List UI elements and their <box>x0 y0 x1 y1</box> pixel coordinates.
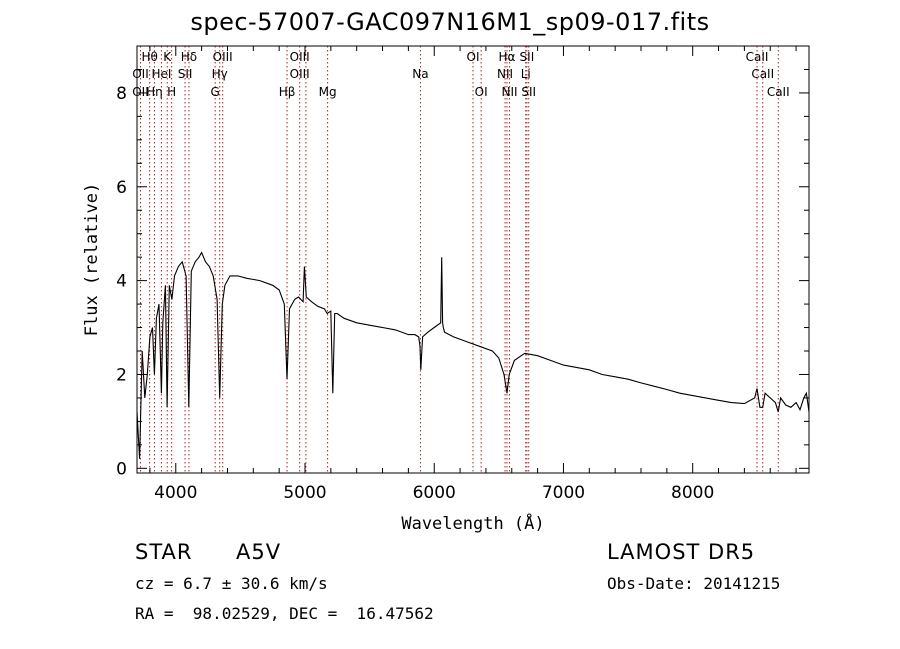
line-annotation-label: Mg <box>319 85 337 99</box>
line-annotation-label: CaII <box>767 85 790 99</box>
line-annotation-label: NII <box>497 67 513 81</box>
x-tick-label: 6000 <box>413 483 456 503</box>
y-tick-label: 6 <box>116 178 127 198</box>
line-annotation-label: OIII <box>290 67 310 81</box>
spectral-subclass: A5V <box>236 540 282 564</box>
line-annotation-label: Hδ <box>181 50 197 64</box>
x-tick-label: 4000 <box>154 483 197 503</box>
line-annotation-label: OI <box>467 50 480 64</box>
line-annotation-label: Na <box>412 67 428 81</box>
x-axis: 4000 5000 6000 7000 8000 <box>149 46 797 503</box>
line-annotation-label: CaII <box>751 67 774 81</box>
line-annotation-label: H <box>167 85 176 99</box>
line-annotation-label: SII <box>178 67 193 81</box>
line-annotations: Hθ K Hδ OIII OIII OI Hα SII CaII OII HeI SII Hγ OIII N… <box>132 50 789 99</box>
line-annotation-label: G <box>211 85 220 99</box>
y-tick-label: 2 <box>116 365 127 385</box>
x-axis-label: Wavelength (Å) <box>401 512 544 534</box>
line-annotation-label: HeI <box>151 67 171 81</box>
x-tick-label: 7000 <box>542 483 585 503</box>
y-tick-label: 8 <box>116 84 127 104</box>
y-axis-label: Flux (relative) <box>82 183 102 337</box>
object-class: STAR <box>135 540 193 564</box>
plot-frame <box>136 45 810 474</box>
line-annotation-label: OII <box>132 67 149 81</box>
spectrum-line <box>136 251 810 459</box>
y-tick-label: 0 <box>116 459 127 479</box>
line-annotation-label: Li <box>521 67 531 81</box>
line-annotation-label: Hθ <box>141 50 157 64</box>
observation-date: Obs-Date: 20141215 <box>607 574 781 593</box>
line-annotation-label: SII <box>520 50 535 64</box>
survey-name: LAMOST DR5 <box>607 540 756 564</box>
y-axis: 0 2 4 6 8 <box>116 45 809 479</box>
line-annotation-label: OIII <box>290 50 310 64</box>
line-annotation-label: NII <box>502 85 518 99</box>
line-annotation-label: K <box>163 50 172 64</box>
coordinates-text: RA = 98.02529, DEC = 16.47562 <box>135 604 434 623</box>
redshift-text: cz = 6.7 ± 30.6 km/s <box>135 574 328 593</box>
x-tick-label: 5000 <box>283 483 326 503</box>
x-tick-label: 8000 <box>671 483 714 503</box>
line-annotation-label: OII <box>132 85 149 99</box>
line-annotation-label: Hα <box>499 50 516 64</box>
chart-title: spec-57007-GAC097N16M1_sp09-017.fits <box>190 8 710 36</box>
line-annotation-label: Hβ <box>279 85 296 99</box>
emission-line-markers <box>139 46 779 473</box>
line-annotation-label: Hγ <box>212 67 228 81</box>
line-annotation-label: OIII <box>213 50 233 64</box>
line-annotation-label: OI <box>475 85 488 99</box>
y-tick-label: 4 <box>116 272 127 292</box>
line-annotation-label: CaII <box>746 50 769 64</box>
line-annotation-label: Hη <box>146 85 163 99</box>
line-annotation-label: SII <box>521 85 536 99</box>
